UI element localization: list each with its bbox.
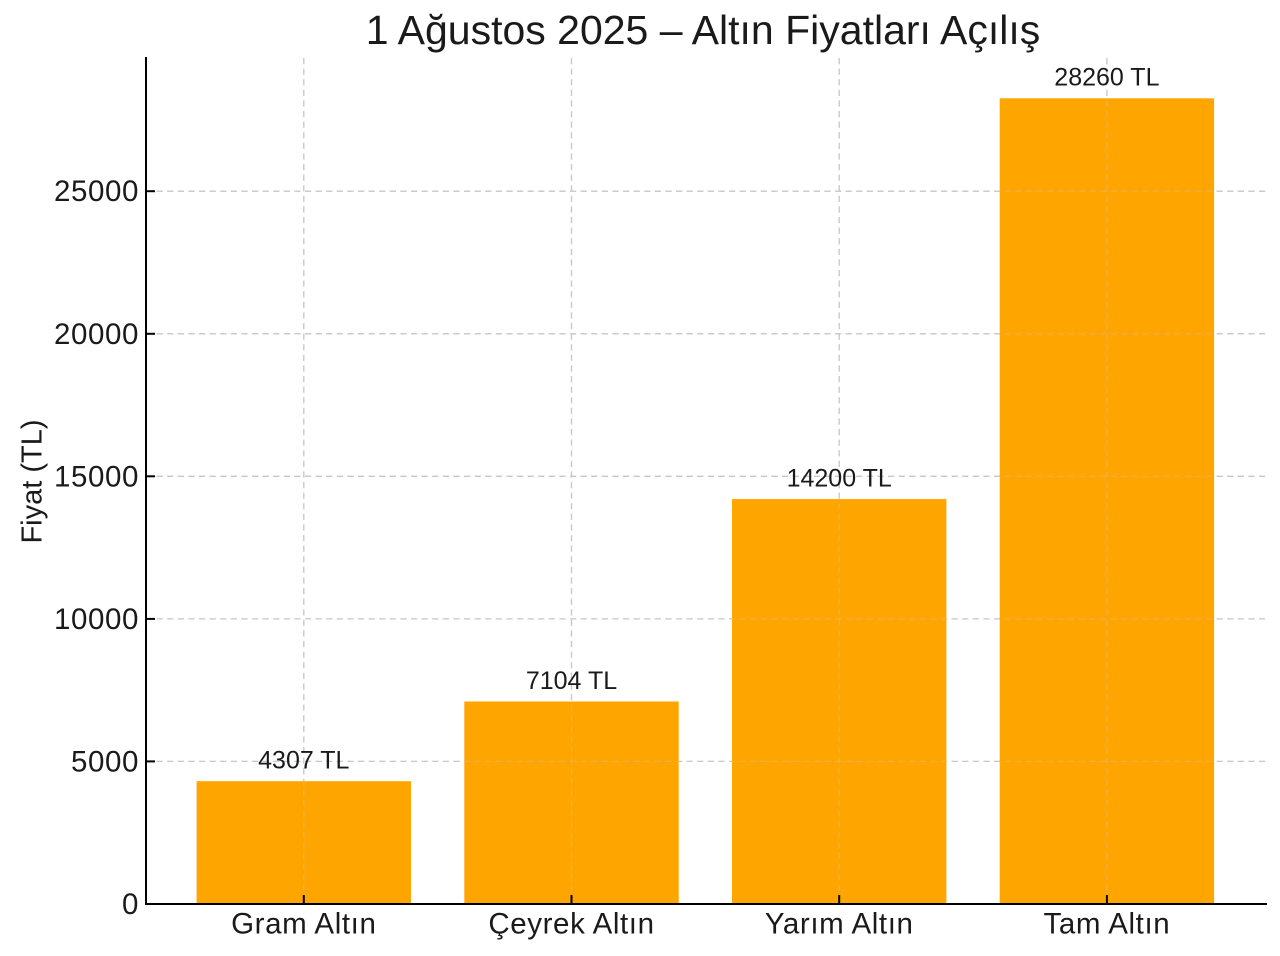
svg-text:10000: 10000: [54, 603, 139, 636]
svg-text:28260 TL: 28260 TL: [1054, 64, 1159, 92]
svg-text:Fiyat (TL): Fiyat (TL): [17, 419, 49, 543]
svg-text:14200 TL: 14200 TL: [787, 464, 892, 492]
svg-text:5000: 5000: [71, 745, 139, 778]
svg-text:7104 TL: 7104 TL: [526, 667, 617, 695]
svg-text:Gram Altın: Gram Altın: [231, 908, 376, 941]
svg-text:Yarım Altın: Yarım Altın: [765, 908, 914, 941]
svg-text:Çeyrek Altın: Çeyrek Altın: [488, 908, 654, 941]
svg-text:25000: 25000: [54, 175, 139, 208]
svg-text:4307 TL: 4307 TL: [258, 747, 349, 775]
svg-text:Tam Altın: Tam Altın: [1044, 908, 1171, 941]
svg-text:20000: 20000: [54, 318, 139, 351]
svg-text:0: 0: [122, 888, 139, 921]
svg-text:1 Ağustos 2025 – Altın Fiyatla: 1 Ağustos 2025 – Altın Fiyatları Açılış: [366, 7, 1041, 53]
svg-text:15000: 15000: [54, 460, 139, 493]
